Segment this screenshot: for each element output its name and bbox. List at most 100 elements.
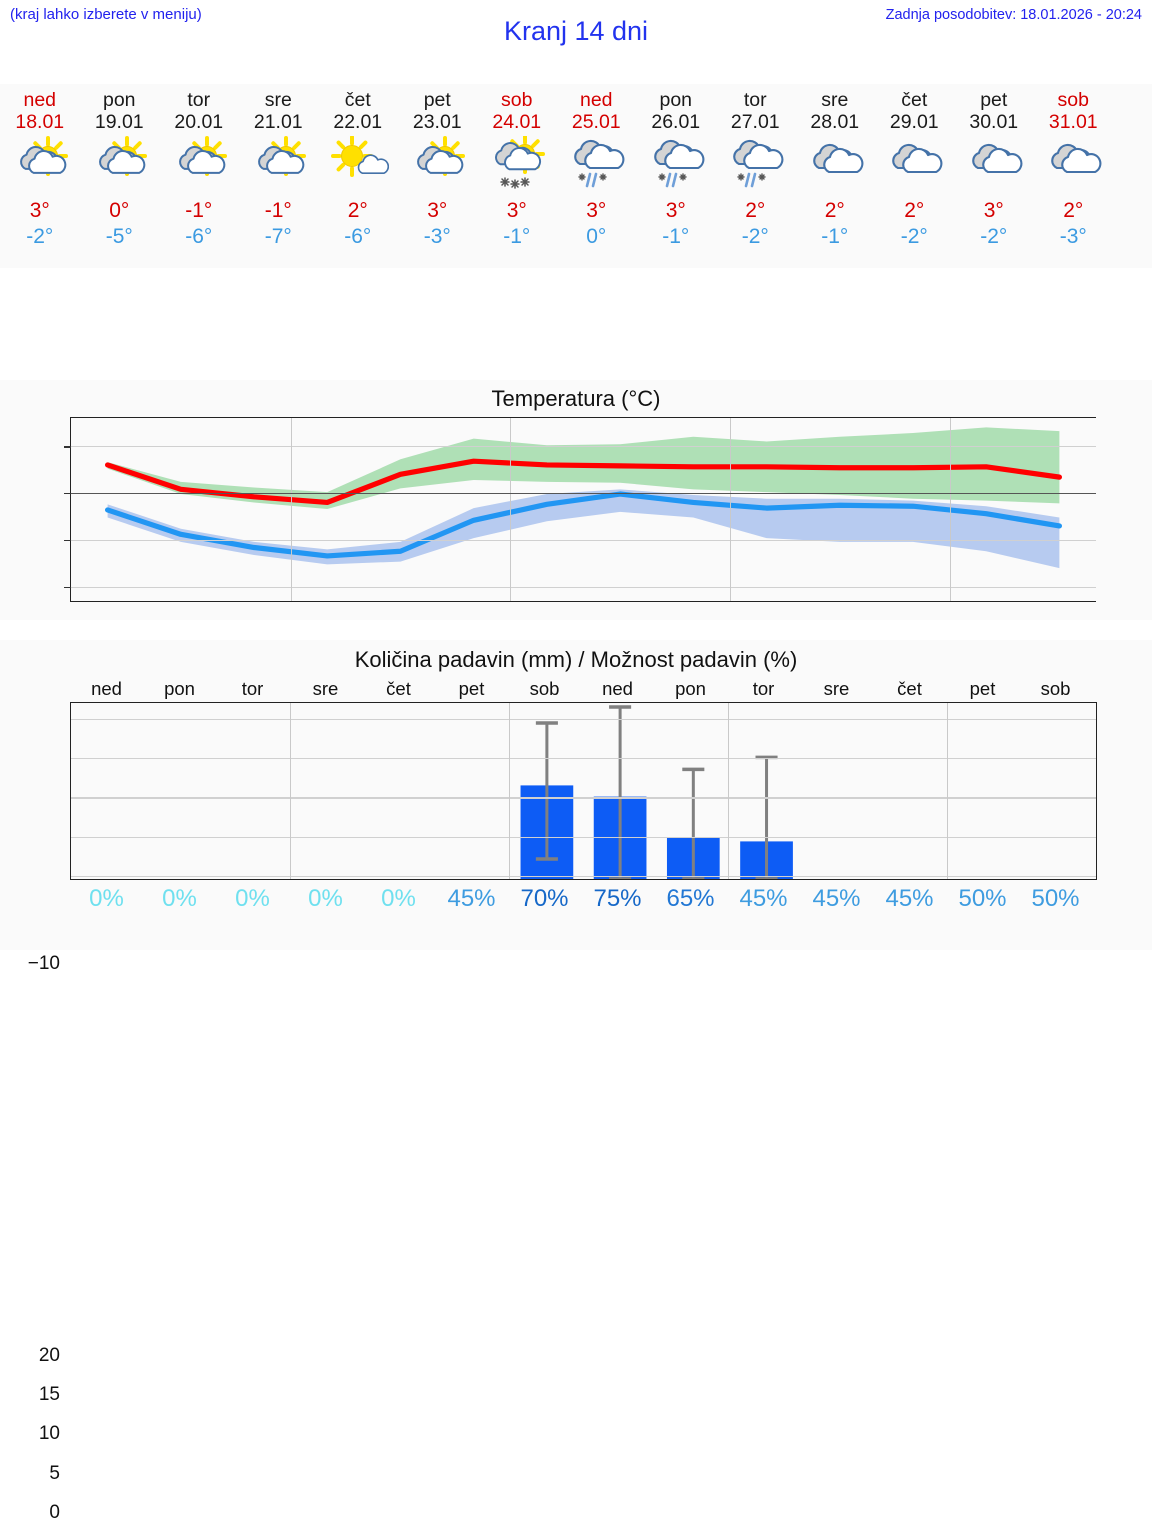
day-forecast-card[interactable]: tor 20.01 -1° -6°	[159, 84, 239, 268]
day-forecast-card[interactable]: čet 22.01 2° -6°	[318, 84, 398, 268]
day-min-temp: -1°	[503, 225, 531, 248]
day-date-label: 20.01	[174, 111, 224, 133]
day-of-week-label: pet	[980, 89, 1008, 111]
day-forecast-card[interactable]: sob 24.01 3° -1°	[477, 84, 557, 268]
axis-tick	[64, 493, 71, 495]
precipitation-day-label: tor	[241, 678, 264, 699]
day-max-temp: 2°	[347, 199, 368, 222]
day-min-temp: -2°	[26, 225, 54, 248]
day-forecast-card[interactable]: sob 31.01 2° -3°	[1034, 84, 1114, 268]
precipitation-probability-label: 0%	[381, 885, 416, 912]
partly-cloudy-icon	[80, 136, 160, 192]
precipitation-day-label: sob	[529, 678, 560, 699]
day-of-week-label: tor	[187, 89, 211, 111]
page-title: Kranj 14 dni	[503, 16, 649, 46]
grid-line-vertical	[947, 703, 949, 879]
partly-cloudy-icon	[398, 136, 478, 192]
precipitation-bars-svg	[520, 705, 793, 879]
cloudy-icon	[1034, 136, 1114, 192]
page-header: (kraj lahko izberete v meniju) Kranj 14 …	[0, 0, 1152, 62]
axis-tick	[64, 540, 71, 542]
cloudy-sleet-icon	[636, 136, 716, 192]
precipitation-y-tick-label: 10	[38, 1423, 60, 1445]
precipitation-y-tick-label: 15	[38, 1384, 60, 1406]
precipitation-probability-label: 45%	[447, 885, 496, 912]
temperature-chart-title: Temperatura (°C)	[491, 386, 661, 411]
day-min-temp: -5°	[105, 225, 133, 248]
precipitation-probability-label: 65%	[666, 885, 715, 912]
grid-line-vertical	[729, 418, 732, 601]
day-max-temp: 3°	[29, 199, 50, 222]
day-forecast-card[interactable]: pon 19.01 0° -5°	[80, 84, 160, 268]
day-max-temp: -1°	[264, 199, 292, 222]
precipitation-day-label: čet	[897, 678, 922, 699]
temperature-panel: Temperatura (°C) 50−5−10 © vreme.us & vr…	[0, 380, 1152, 974]
day-forecast-card[interactable]: čet 29.01 2° -2°	[875, 84, 955, 268]
precipitation-day-label: ned	[91, 678, 122, 699]
precipitation-day-label: pet	[458, 678, 485, 699]
precipitation-chart-title: Količina padavin (mm) / Možnost padavin …	[354, 647, 798, 672]
grid-line	[71, 586, 1096, 589]
day-date-label: 31.01	[1048, 111, 1098, 133]
precipitation-probability-label: 50%	[958, 885, 1007, 912]
day-of-week-label: sre	[264, 89, 292, 111]
precipitation-day-label: pon	[675, 678, 706, 699]
day-forecast-card[interactable]: tor 27.01 2° -2°	[716, 84, 796, 268]
day-of-week-label: pon	[659, 89, 693, 111]
day-min-temp: -7°	[264, 225, 292, 248]
day-max-temp: 0°	[109, 199, 130, 222]
precipitation-y-tick-label: 20	[38, 1344, 60, 1366]
precipitation-day-label: čet	[386, 678, 411, 699]
day-of-week-label: sob	[1057, 89, 1089, 111]
day-forecast-card[interactable]: sre 28.01 2° -1°	[795, 84, 875, 268]
precipitation-probability-label: 45%	[812, 885, 861, 912]
precipitation-probability-label: 0%	[235, 885, 270, 912]
grid-line-vertical	[509, 703, 511, 879]
day-date-label: 26.01	[651, 111, 701, 133]
grid-line	[71, 718, 1096, 720]
partly-cloudy-snow-icon	[477, 136, 557, 192]
precipitation-probability-label: 50%	[1031, 885, 1080, 912]
grid-line	[71, 446, 1096, 448]
day-forecast-card[interactable]: ned 25.01 3° 0°	[557, 84, 637, 268]
day-forecast-card[interactable]: pet 30.01 3° -2°	[954, 84, 1034, 268]
grid-line-vertical	[728, 703, 730, 879]
day-date-label: 29.01	[889, 111, 939, 133]
day-of-week-label: sob	[501, 89, 533, 111]
day-min-temp: -2°	[980, 225, 1008, 248]
cloudy-icon	[954, 136, 1034, 192]
partly-cloudy-icon	[159, 136, 239, 192]
day-forecast-card[interactable]: sre 21.01 -1° -7°	[239, 84, 319, 268]
precipitation-probability-label: 45%	[739, 885, 788, 912]
cloudy-icon	[795, 136, 875, 192]
grid-line-vertical	[510, 418, 512, 601]
cloudy-sleet-icon	[716, 136, 796, 192]
precipitation-probability-label: 0%	[162, 885, 197, 912]
day-max-temp: 3°	[506, 199, 527, 222]
day-min-temp: -2°	[900, 225, 928, 248]
day-min-temp: -3°	[1059, 225, 1087, 248]
day-forecast-card[interactable]: ned 18.01 3° -2°	[0, 84, 80, 268]
cloudy-icon	[875, 136, 955, 192]
day-forecast-card[interactable]: pet 23.01 3° -3°	[398, 84, 478, 268]
day-of-week-label: pet	[423, 89, 451, 111]
precipitation-probability-label: 0%	[89, 885, 124, 912]
grid-line	[71, 797, 1096, 799]
day-min-temp: -1°	[662, 225, 690, 248]
day-forecast-card[interactable]: pon 26.01 3° -1°	[636, 84, 716, 268]
day-max-temp: 2°	[1063, 199, 1084, 222]
partly-cloudy-icon	[239, 136, 319, 192]
day-min-temp: -3°	[423, 225, 451, 248]
day-max-temp: 3°	[665, 199, 686, 222]
day-date-label: 28.01	[810, 111, 860, 133]
precipitation-panel: Količina padavin (mm) / Možnost padavin …	[0, 640, 1152, 1523]
precipitation-y-tick-label: 0	[49, 1502, 60, 1523]
precipitation-probability-label: 45%	[885, 885, 934, 912]
grid-line	[71, 836, 1096, 838]
day-min-temp: -6°	[344, 225, 372, 248]
day-date-label: 30.01	[969, 111, 1019, 133]
last-updated-label: Zadnja posodobitev: 18.01.2026 - 20:24	[885, 7, 1142, 23]
day-max-temp: 3°	[427, 199, 448, 222]
day-date-label: 22.01	[333, 111, 383, 133]
